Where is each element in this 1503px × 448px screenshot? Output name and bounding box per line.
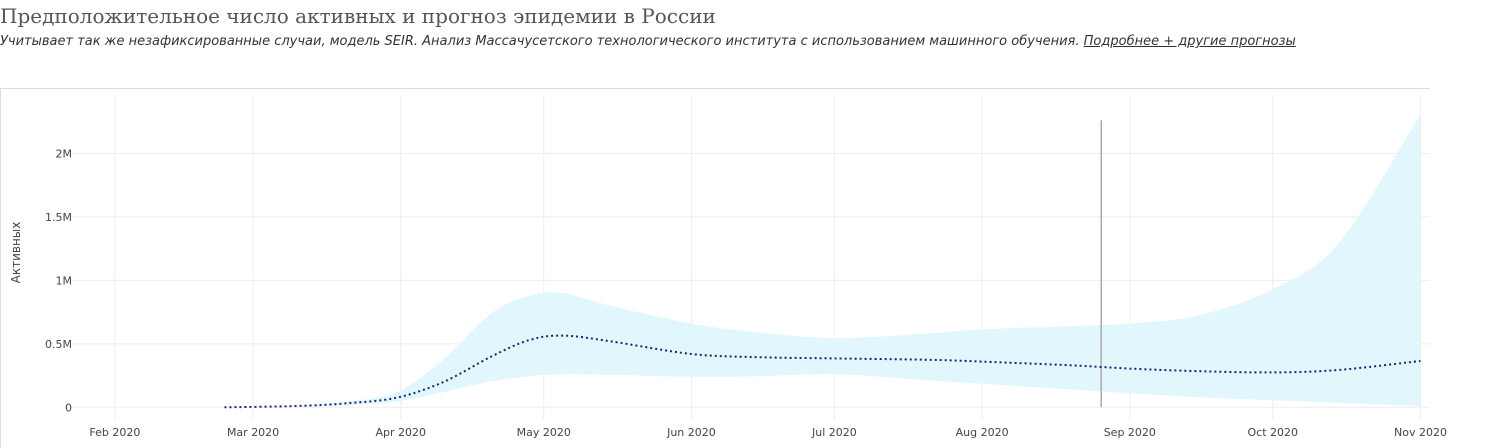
y-axis-title: Активных — [9, 222, 23, 284]
x-tick-label: Aug 2020 — [956, 426, 1009, 439]
x-axis-ticks: Feb 2020 Mar 2020 Apr 2020 May 2020 Jun 2020… — [89, 426, 1447, 439]
y-tick-label: 1M — [56, 274, 73, 287]
x-tick-label: Feb 2020 — [89, 426, 140, 439]
x-tick-label: Oct 2020 — [1248, 426, 1299, 439]
x-tick-label: Nov 2020 — [1394, 426, 1447, 439]
estimate-line — [224, 334, 1421, 409]
x-tick-label: Mar 2020 — [227, 426, 279, 439]
subtitle-text: Учитывает так же незафиксированные случа… — [0, 34, 1080, 49]
x-tick-label: Jun 2020 — [666, 426, 716, 439]
confidence-band — [224, 114, 1421, 408]
x-tick-label: Sep 2020 — [1104, 426, 1156, 439]
x-tick-label: May 2020 — [517, 426, 571, 439]
y-axis-ticks: 0 0.5M 1M 1.5M 2M — [45, 147, 72, 414]
top-divider — [0, 88, 1430, 89]
confidence-band-area — [224, 114, 1421, 408]
y-tick-label: 0 — [65, 401, 72, 414]
more-forecasts-link[interactable]: Подробнее + другие прогнозы — [1083, 34, 1296, 49]
chart-subtitle: Учитывает так же незафиксированные случа… — [0, 34, 1296, 49]
y-tick-label: 0.5M — [45, 338, 72, 351]
y-tick-label: 2M — [56, 147, 73, 160]
left-divider — [0, 88, 1, 448]
chart-title: Предположительное число активных и прогн… — [0, 4, 716, 28]
estimate-series — [224, 334, 1421, 409]
x-tick-label: Apr 2020 — [376, 426, 427, 439]
x-tick-label: Jul 2020 — [811, 426, 857, 439]
y-tick-label: 1.5M — [45, 211, 72, 224]
